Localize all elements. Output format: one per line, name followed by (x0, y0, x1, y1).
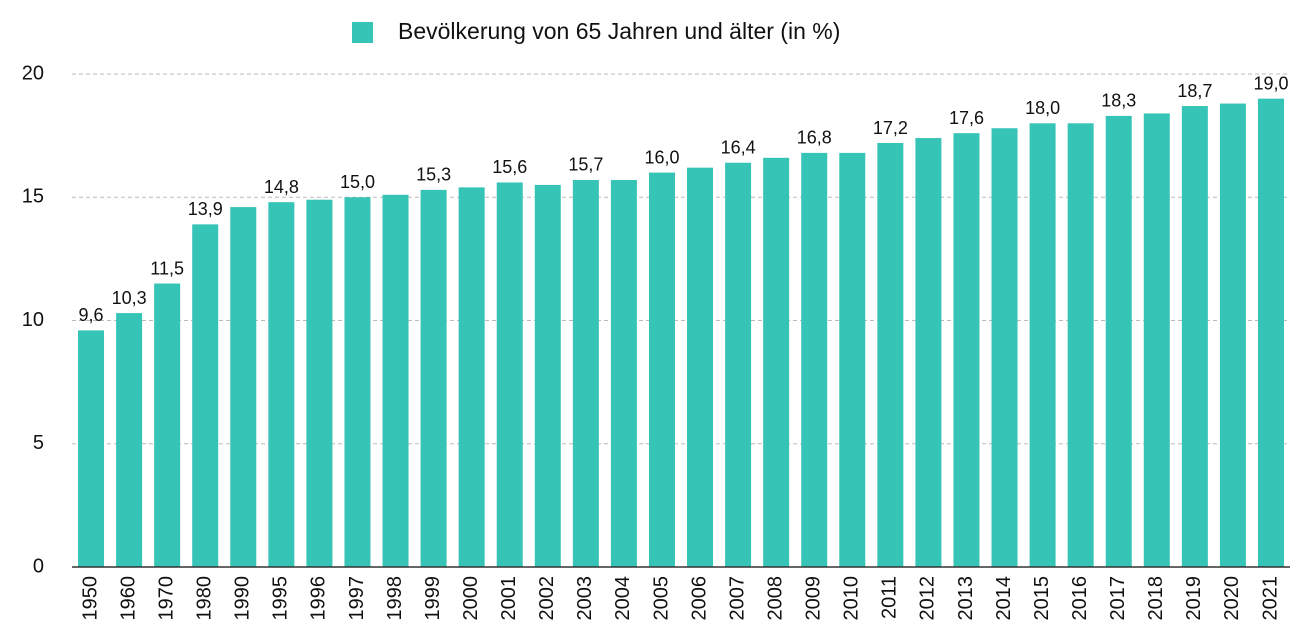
bar (1143, 113, 1170, 567)
data-label: 14,8 (264, 177, 299, 197)
x-tick-label: 2019 (1183, 576, 1205, 621)
y-tick-label: 5 (33, 432, 44, 454)
bar (154, 283, 181, 567)
bar (572, 179, 599, 567)
data-label: 17,6 (949, 108, 984, 128)
x-tick-label: 2004 (612, 576, 634, 621)
bar (116, 313, 143, 567)
bar (953, 133, 980, 567)
x-tick-label: 2013 (955, 576, 977, 621)
x-tick-label: 1997 (346, 576, 368, 621)
bar (344, 197, 371, 567)
x-tick-label: 1980 (194, 576, 216, 621)
data-label: 17,2 (873, 118, 908, 138)
data-label: 15,0 (340, 172, 375, 192)
x-tick-label: 1999 (422, 576, 444, 621)
bar (230, 207, 257, 568)
x-tick-label: 2016 (1069, 576, 1091, 621)
x-tick-label: 1960 (117, 576, 139, 621)
legend-label: Bevölkerung von 65 Jahren und älter (in … (398, 18, 840, 44)
x-tick-label: 2002 (536, 576, 558, 621)
x-tick-label: 2010 (841, 576, 863, 621)
bar (725, 162, 752, 568)
x-tick-label: 2012 (917, 576, 939, 621)
x-tick-label: 2018 (1145, 576, 1167, 621)
x-tick-label: 1995 (270, 576, 292, 621)
bar (382, 194, 409, 567)
bar (192, 224, 219, 568)
x-tick-label: 2017 (1107, 576, 1129, 621)
legend-swatch (352, 22, 373, 43)
bar (801, 152, 828, 567)
data-label: 19,0 (1253, 73, 1288, 93)
x-tick-label: 2008 (764, 576, 786, 621)
x-tick-label: 2014 (993, 576, 1015, 621)
y-tick-label: 20 (22, 62, 44, 84)
x-tick-label: 1996 (308, 576, 330, 621)
data-label: 15,7 (568, 155, 603, 175)
bar (877, 143, 904, 567)
bar (839, 152, 866, 567)
x-tick-label: 1970 (155, 576, 177, 621)
data-label: 13,9 (188, 199, 223, 219)
x-tick-label: 2003 (574, 576, 596, 621)
bar (534, 184, 561, 568)
data-label: 18,3 (1101, 91, 1136, 111)
bar (78, 330, 105, 567)
bar (1105, 115, 1132, 567)
y-tick-label: 10 (22, 309, 44, 331)
data-label: 10,3 (112, 288, 147, 308)
x-tick-label: 2021 (1259, 576, 1281, 621)
bar (915, 138, 942, 567)
x-tick-label: 1990 (232, 576, 254, 621)
bar (1181, 106, 1208, 568)
y-tick-label: 15 (22, 186, 44, 208)
bar (1257, 98, 1284, 568)
bar (268, 202, 295, 567)
x-tick-label: 2005 (650, 576, 672, 621)
x-tick-label: 2015 (1031, 576, 1053, 621)
bar (1219, 103, 1246, 567)
bar (496, 182, 523, 567)
bar (420, 189, 447, 568)
data-label: 9,6 (79, 305, 104, 325)
x-tick-label: 2007 (726, 576, 748, 621)
data-label: 15,6 (492, 157, 527, 177)
x-tick-label: 2011 (879, 576, 901, 619)
data-label: 16,0 (644, 147, 679, 167)
data-label: 16,4 (721, 137, 756, 157)
x-tick-label: 2001 (498, 576, 520, 621)
x-tick-label: 2000 (460, 576, 482, 621)
x-tick-label: 2020 (1221, 576, 1243, 621)
y-tick-label: 0 (33, 555, 44, 577)
bar (648, 172, 675, 567)
x-tick-label: 2006 (688, 576, 710, 621)
x-tick-label: 1950 (79, 576, 101, 621)
data-label: 11,5 (150, 258, 184, 278)
bar (306, 199, 333, 567)
x-tick-label: 1998 (384, 576, 406, 621)
bar (763, 157, 790, 567)
bar (687, 167, 714, 568)
data-label: 18,0 (1025, 98, 1060, 118)
data-label: 18,7 (1177, 81, 1212, 101)
bar (458, 187, 485, 567)
x-tick-label: 2009 (803, 576, 825, 621)
bar (1067, 123, 1094, 568)
bar (1029, 123, 1056, 568)
data-label: 16,8 (797, 128, 832, 148)
bar (991, 128, 1018, 568)
bar (610, 179, 637, 567)
data-label: 15,3 (416, 165, 451, 185)
